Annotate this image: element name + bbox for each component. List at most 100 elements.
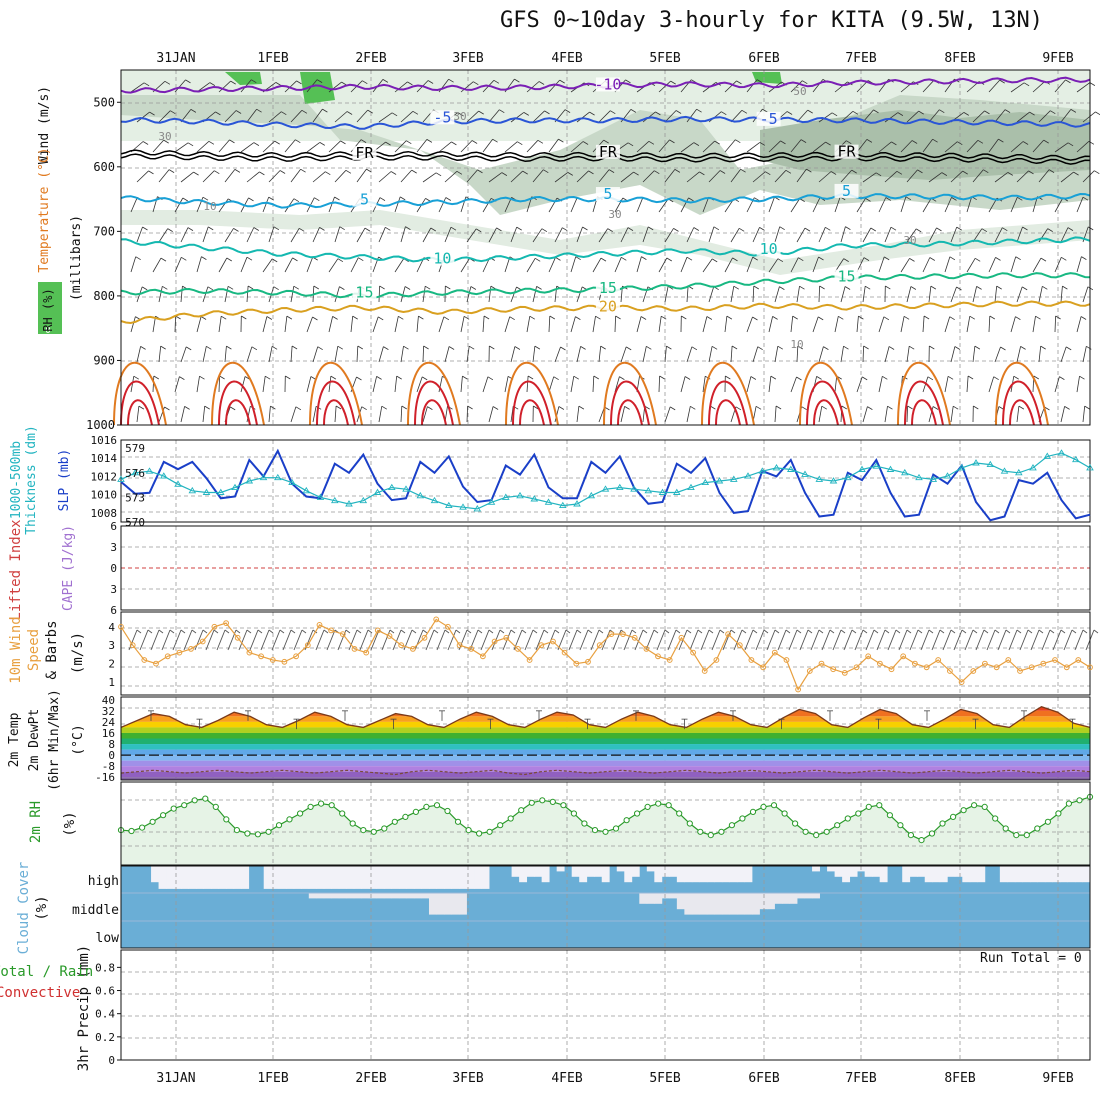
wind-barb-flag [208,140,215,145]
wind-barb-flag [1071,629,1077,634]
wind-barb-flag [830,171,837,175]
wind-barb [535,629,545,651]
wind-barb [777,629,787,651]
wind-barb-flag [845,226,851,230]
wind-barb-flag [1048,169,1055,173]
wind-barb [988,315,991,333]
wind-barb-flag [627,142,634,147]
wind10m-point [363,649,370,656]
cloud-high-gap [909,866,918,877]
wind-barb-flag [648,140,655,145]
wind-barb [664,228,674,243]
wind10m-point [491,638,498,645]
wind-barb-flag [427,406,433,410]
y-tick-label: 3 [108,639,115,652]
rh-contour-label: 50 [793,85,806,98]
wind-barb [1038,110,1051,123]
cloud-middle-gap [308,893,317,899]
wind-barb [878,141,892,153]
wind-barb-flag [149,111,155,116]
wind-barb [372,376,377,393]
x-tick-label-top: 5FEB [649,51,680,66]
wind-barb [928,286,932,303]
wind-barb-flag [271,345,278,350]
wind-barb [1060,171,1074,183]
rh2m-point [865,803,872,811]
thickness-point [844,473,852,481]
rh2m-point [528,799,535,806]
wind-barb [400,169,412,183]
cloud-row-label-low: low [96,931,120,946]
x-tick-label-bottom: 4FEB [551,1071,582,1086]
thickness-point [872,462,881,469]
cloud-middle-gap [782,893,790,904]
wind-barb-flag [300,168,306,173]
wind-barb [218,80,231,93]
wind-barb-flag [352,315,358,320]
wind-barb [532,228,543,243]
wind-barb [359,629,369,651]
wind-barb-flag [908,345,915,350]
wind-barb-flag [883,256,890,261]
wind-barb [356,109,368,123]
wind-barb [620,346,627,363]
rh-shade-high-1 [225,72,262,85]
wind-barb-flag [475,228,482,233]
wind10m-point [468,646,475,652]
wind-barb-flag [843,345,849,350]
rh2m-point [454,818,462,825]
cloud-high-gap [331,866,340,889]
wind-barb-flag [600,345,606,350]
wind-barb [856,198,866,213]
wind-barb-flag [407,81,413,86]
rh2m-point [549,798,556,806]
wind-barb [1082,286,1089,303]
wind-barb [708,346,713,363]
wind-barb [950,170,963,183]
contour-label-bg [834,144,859,159]
chart-title: GFS 0~10day 3-hourly for KITA (9.5W, 13N… [500,8,1044,33]
ylabel-celsius: (°C) [71,724,86,755]
wind-barb [218,375,220,393]
wind-barb [614,376,620,393]
thickness-point [858,465,866,472]
wind-barb-flag [801,406,807,411]
thickness-point [359,496,368,504]
cloud-middle-gap [323,893,332,899]
wind-barb [284,80,297,93]
rh2m-point [1023,832,1030,839]
wind-barb [526,316,531,333]
wind-barb-flag [1022,141,1029,145]
temp-band [121,727,1090,733]
cloud-middle-gap [714,893,723,915]
rh2m-point [570,810,578,817]
wind-barb-flag [976,286,982,290]
wind-barb-flag [799,285,805,290]
wind-barb [944,256,951,273]
wind-barb [224,228,234,243]
wind-barb-flag [382,79,389,83]
wind-barb-flag [226,257,233,262]
contour-label-FR: FR [838,143,857,161]
wind-barb [554,227,563,243]
wind-barb-flag [514,78,520,83]
wind-barb-flag [510,629,516,634]
wind-barb-flag [755,405,762,410]
wind-barb-flag [589,111,595,116]
cloud-high-gap [864,866,873,877]
wind-barb [878,376,883,393]
rh2m-point [149,818,156,825]
wind-barb [796,109,808,123]
wind-barb-flag [887,405,893,410]
wind10m-point [982,660,988,667]
wind-barb-flag [435,172,442,177]
x-tick-label-bottom: 5FEB [649,1071,680,1086]
wind-barb [196,316,202,333]
wind10m-point [853,664,860,671]
wind-barb [906,169,918,183]
wind-barb-flag [471,140,478,144]
wind-barb-flag [1049,629,1055,634]
wind-barb [818,227,826,243]
wind-barb [218,139,230,153]
y-tick-label: 24 [102,716,116,729]
